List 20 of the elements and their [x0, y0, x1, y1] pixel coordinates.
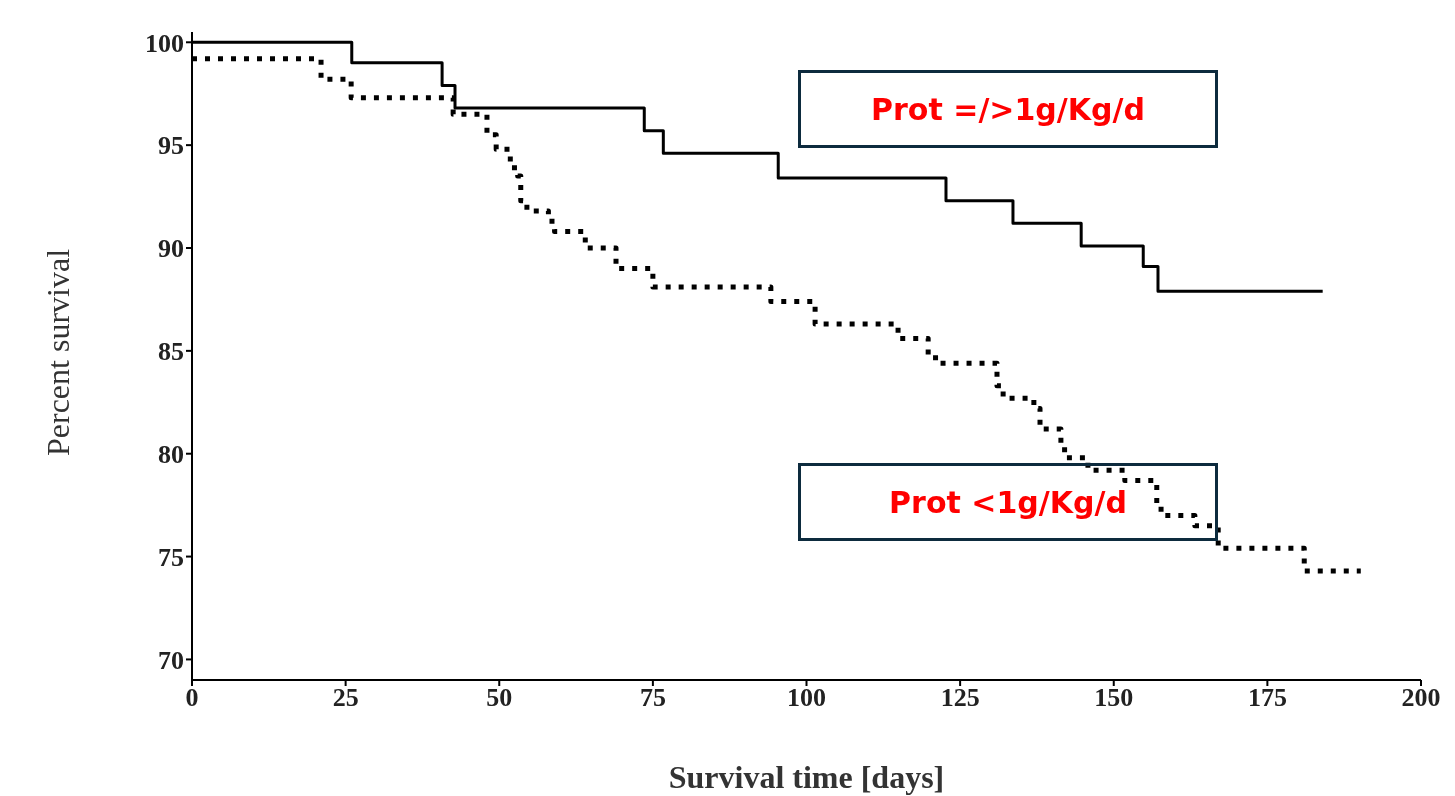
x-axis-title: Survival time [days] [668, 759, 945, 795]
series-label: Prot =/>1g/Kg/d [798, 70, 1218, 148]
x-tick-label: 200 [1401, 683, 1441, 713]
y-tick-label: 85 [158, 337, 184, 367]
x-tick-label: 100 [787, 683, 826, 713]
y-tick-label: 90 [158, 234, 184, 264]
x-tick-label: 75 [639, 683, 666, 713]
y-tick-label: 100 [145, 28, 184, 58]
y-tick-label: 95 [158, 131, 184, 161]
series-label: Prot <1g/Kg/d [798, 463, 1218, 541]
x-tick-label: 175 [1247, 683, 1287, 713]
y-tick-label: 70 [158, 645, 184, 675]
y-tick-label: 80 [158, 439, 184, 469]
x-tick-label: 125 [940, 683, 980, 713]
y-axis-title: Percent survival [40, 248, 77, 456]
x-tick-label: 0 [185, 683, 199, 713]
x-tick-label: 150 [1094, 683, 1134, 713]
x-tick-label: 50 [486, 683, 513, 713]
y-tick-label: 75 [158, 542, 184, 572]
x-tick-label: 25 [332, 683, 359, 713]
